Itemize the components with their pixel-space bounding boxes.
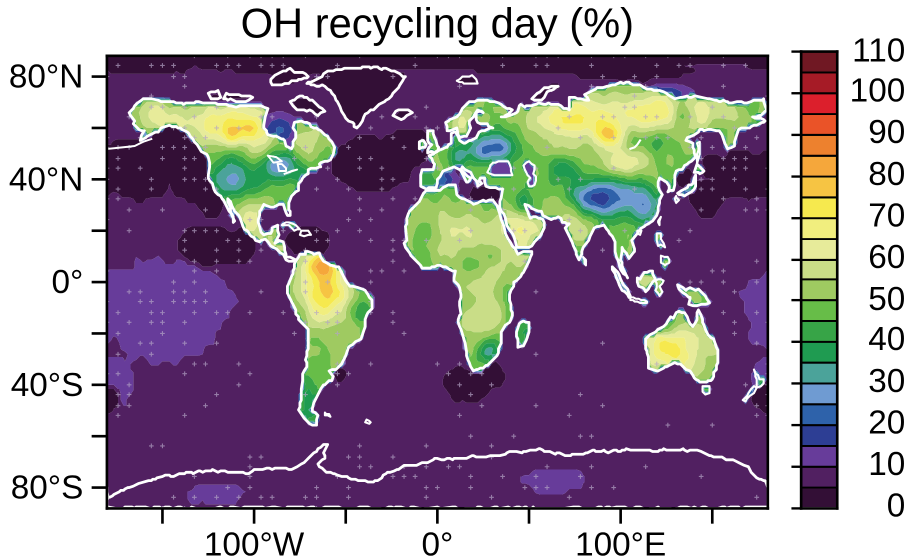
svg-text:20: 20 [868, 404, 905, 441]
svg-text:0°: 0° [51, 264, 83, 301]
svg-text:100°W: 100°W [204, 527, 305, 560]
svg-text:40°S: 40°S [11, 367, 84, 404]
svg-text:70: 70 [868, 198, 905, 235]
svg-text:10: 10 [868, 446, 905, 483]
svg-text:80°S: 80°S [11, 470, 84, 507]
svg-text:100°E: 100°E [575, 527, 666, 560]
svg-text:110: 110 [852, 32, 905, 69]
svg-text:80: 80 [868, 156, 905, 193]
svg-text:60: 60 [868, 239, 905, 276]
svg-text:30: 30 [868, 363, 905, 400]
svg-text:OH recycling day (%): OH recycling day (%) [241, 0, 634, 47]
svg-text:0: 0 [887, 488, 906, 525]
svg-text:40°N: 40°N [9, 161, 83, 198]
svg-text:50: 50 [868, 281, 905, 318]
svg-text:90: 90 [868, 114, 905, 151]
svg-text:80°N: 80°N [9, 59, 83, 96]
svg-text:0°: 0° [421, 527, 453, 560]
svg-text:40: 40 [868, 321, 905, 358]
svg-text:100: 100 [850, 73, 906, 110]
